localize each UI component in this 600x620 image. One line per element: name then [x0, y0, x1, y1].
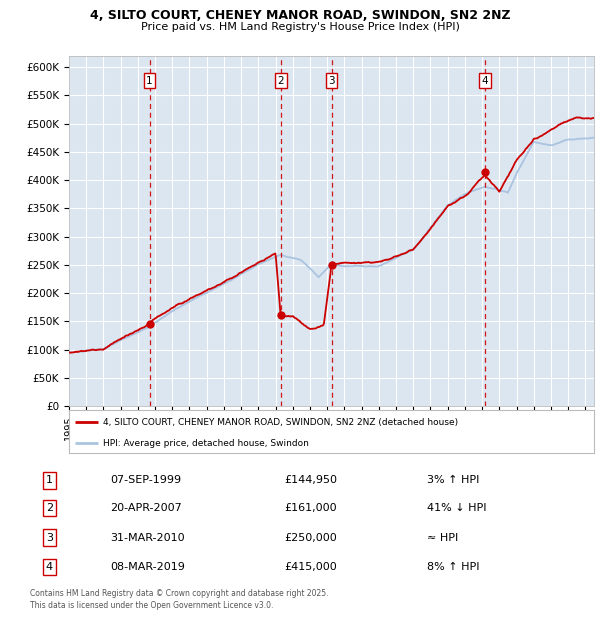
Text: Price paid vs. HM Land Registry's House Price Index (HPI): Price paid vs. HM Land Registry's House … [140, 22, 460, 32]
Text: 8% ↑ HPI: 8% ↑ HPI [427, 562, 480, 572]
Text: £415,000: £415,000 [284, 562, 337, 572]
Text: 20-APR-2007: 20-APR-2007 [110, 503, 182, 513]
Text: 08-MAR-2019: 08-MAR-2019 [110, 562, 185, 572]
Text: 4: 4 [482, 76, 488, 86]
Text: 3: 3 [46, 533, 53, 542]
Text: 4: 4 [46, 562, 53, 572]
Text: 4, SILTO COURT, CHENEY MANOR ROAD, SWINDON, SN2 2NZ: 4, SILTO COURT, CHENEY MANOR ROAD, SWIND… [89, 9, 511, 22]
Text: 3: 3 [328, 76, 335, 86]
Text: 3% ↑ HPI: 3% ↑ HPI [427, 476, 480, 485]
Text: HPI: Average price, detached house, Swindon: HPI: Average price, detached house, Swin… [103, 439, 309, 448]
Text: Contains HM Land Registry data © Crown copyright and database right 2025.
This d: Contains HM Land Registry data © Crown c… [30, 589, 329, 610]
Text: 1: 1 [46, 476, 53, 485]
Text: ≈ HPI: ≈ HPI [427, 533, 458, 542]
Text: £161,000: £161,000 [284, 503, 337, 513]
Text: 2: 2 [46, 503, 53, 513]
Text: 07-SEP-1999: 07-SEP-1999 [110, 476, 181, 485]
Text: £250,000: £250,000 [284, 533, 337, 542]
Text: 1: 1 [146, 76, 153, 86]
Text: 2: 2 [277, 76, 284, 86]
Text: 31-MAR-2010: 31-MAR-2010 [110, 533, 185, 542]
Text: 41% ↓ HPI: 41% ↓ HPI [427, 503, 487, 513]
Text: £144,950: £144,950 [284, 476, 337, 485]
Text: 4, SILTO COURT, CHENEY MANOR ROAD, SWINDON, SN2 2NZ (detached house): 4, SILTO COURT, CHENEY MANOR ROAD, SWIND… [103, 418, 458, 427]
